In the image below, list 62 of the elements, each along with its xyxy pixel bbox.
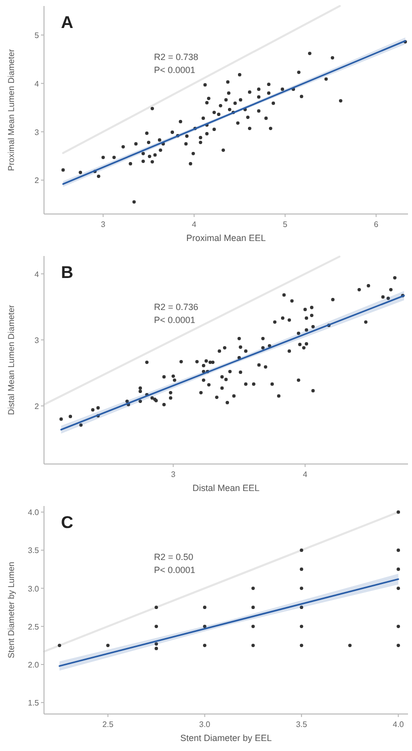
point <box>154 646 158 650</box>
y-axis-title: Distal Mean Lumen Diameter <box>6 304 16 416</box>
annotation: R2 = 0.736 <box>154 302 198 312</box>
x-tick-label: 5 <box>282 220 288 229</box>
point <box>251 624 255 628</box>
point <box>251 586 255 590</box>
point <box>154 606 158 610</box>
y-tick-label: 2.0 <box>28 660 40 670</box>
point <box>396 548 400 552</box>
chart-title: C <box>61 513 74 532</box>
annotation: R2 = 0.738 <box>154 52 198 62</box>
point <box>300 606 304 610</box>
y-tick-label: 5 <box>34 31 40 40</box>
x-tick-label: 3 <box>100 220 106 229</box>
annotation: R2 = 0.50 <box>154 552 194 562</box>
y-axis-title: Stent Diameter by Lumen <box>6 562 16 658</box>
annotation: P< 0.0001 <box>154 565 196 575</box>
x-tick-label: 4.0 <box>392 720 404 729</box>
point <box>203 644 206 648</box>
annotation: P< 0.0001 <box>154 65 196 75</box>
x-tick-label: 2.5 <box>102 720 114 729</box>
y-tick-label: 4.0 <box>28 508 40 518</box>
point <box>348 644 352 648</box>
y-tick-label: 4 <box>34 79 40 88</box>
y-tick-label: 3 <box>34 128 40 137</box>
point <box>300 624 304 628</box>
chart-title: B <box>61 263 74 282</box>
y-tick-label: 2 <box>34 402 40 411</box>
x-axis-title: Distal Mean EEL <box>192 483 260 493</box>
x-tick-label: 3.0 <box>199 720 211 729</box>
point <box>396 586 400 590</box>
y-tick-label: 2 <box>34 176 40 186</box>
x-tick-label: 6 <box>374 220 379 229</box>
chart-title: A <box>61 13 74 32</box>
point <box>106 644 110 648</box>
x-axis-title: Proximal Mean EEL <box>186 233 266 243</box>
point <box>300 548 304 552</box>
point <box>203 606 206 610</box>
point <box>154 642 158 646</box>
x-axis-title: Stent Diameter by EEL <box>180 733 272 743</box>
y-tick-label: 3 <box>34 336 40 345</box>
annotation: P< 0.0001 <box>154 315 196 325</box>
point <box>203 624 206 628</box>
y-axis-title: Proximal Mean Lumen Diameter <box>6 48 16 171</box>
y-tick-label: 1.5 <box>28 698 40 708</box>
y-tick-label: 2.5 <box>28 622 40 632</box>
y-tick-label: 4 <box>34 270 40 279</box>
point <box>396 510 400 514</box>
x-tick-label: 3.5 <box>296 720 308 729</box>
y-tick-label: 3.0 <box>28 584 40 594</box>
point <box>251 606 255 610</box>
x-tick-label: 4 <box>192 220 197 229</box>
point <box>251 644 255 648</box>
point <box>396 568 400 571</box>
point <box>58 644 62 648</box>
point <box>396 624 400 628</box>
point <box>300 568 304 571</box>
point <box>300 586 304 590</box>
y-tick-label: 3.5 <box>28 546 40 556</box>
point <box>396 644 400 648</box>
point <box>300 644 304 648</box>
point <box>154 624 158 628</box>
